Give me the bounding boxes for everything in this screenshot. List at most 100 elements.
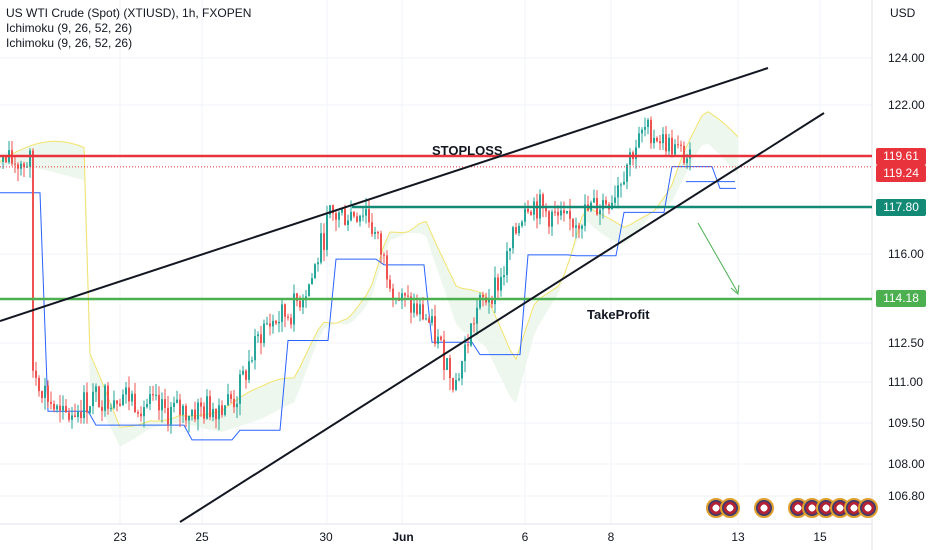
y-tick-label: 124.00 [888,51,925,65]
candle-body [449,358,451,379]
candle-body [83,392,85,419]
candle-body [488,299,490,303]
x-tick-label: 30 [319,530,333,544]
symbol-title[interactable]: US WTI Crude (Spot) (XTIUSD), 1h, FXOPEN [6,6,252,20]
candle-body [68,412,70,420]
candle-body [344,208,346,225]
candle-body [530,211,532,215]
candle-body [467,344,469,346]
candle-body [191,409,193,416]
candle-body [518,225,520,234]
candle-body [326,214,328,250]
x-tick-label: 8 [608,530,615,544]
candle-body [86,392,88,413]
candle-body [452,378,454,390]
candle-body [95,386,97,392]
candle-body [545,206,547,212]
trendline-lower [179,112,825,523]
us-flag-icon[interactable] [858,498,878,518]
us-flag-icon[interactable] [720,498,740,518]
candle-body [218,405,220,420]
candle-body [56,405,58,410]
candle-body [77,412,79,418]
candle-body [566,210,568,214]
candle-body [233,398,235,408]
candle-body [689,149,691,159]
candle-body [110,407,112,409]
candle-body [683,145,685,163]
candle-body [209,396,211,418]
candle-body [329,205,331,215]
candle-body [104,385,106,411]
candle-body [35,370,37,378]
candle-body [542,194,544,207]
candle-body [158,394,160,411]
indicator-ichimoku-2[interactable]: Ichimoku (9, 26, 52, 26) [6,36,133,50]
candle-body [128,387,130,402]
candle-body [14,163,16,165]
candle-body [227,394,229,406]
candle-body [254,336,256,361]
candle-body [242,370,244,375]
candle-body [200,402,202,407]
candle-body [431,316,433,323]
stoploss-price-label: 119.61 [876,148,926,165]
candle-body [389,279,391,289]
candle-body [386,255,388,280]
candle-body [641,129,643,134]
candle-body [638,133,640,148]
candle-body [686,158,688,163]
us-flag-icon[interactable] [754,498,774,518]
x-tick-label: 25 [195,530,209,544]
candle-body [257,334,259,337]
candle-body [422,304,424,320]
candle-body [509,248,511,252]
candle-body [125,387,127,395]
kijun-sen-line [0,166,736,441]
trend-lines [0,67,872,523]
candle-body [359,215,361,222]
candle-body [413,303,415,313]
indicator-ichimoku-1[interactable]: Ichimoku (9, 26, 52, 26) [6,21,133,35]
candle-body [239,374,241,404]
candle-body [668,137,670,152]
candle-body [635,147,637,160]
candle-body [428,318,430,323]
event-flags-group-4[interactable] [830,498,878,522]
candle-body [155,394,157,396]
candle-body [197,402,199,420]
event-flags-group-2[interactable] [754,498,774,522]
candle-body [560,210,562,216]
candle-body [278,321,280,324]
candle-body [290,317,292,325]
candle-body [557,211,559,216]
chart-legend: US WTI Crude (Spot) (XTIUSD), 1h, FXOPEN… [6,6,251,51]
projection-arrow [697,222,739,294]
candle-body [677,144,679,146]
candle-body [482,295,484,298]
projection-arrowhead [730,284,740,295]
candle-body [221,405,223,415]
candle-body [182,405,184,415]
candle-body [206,396,208,419]
candle-body [320,233,322,263]
candle-body [365,209,367,216]
candle-body [140,413,142,417]
candle-body [380,233,382,255]
candle-body [281,304,283,322]
candle-body [578,225,580,229]
candle-body [152,394,154,396]
candle-body [32,150,34,371]
event-flags-group-1[interactable] [706,498,740,522]
candle-body [167,407,169,425]
candle-body [494,277,496,305]
candle-body [71,415,73,420]
candle-body [626,164,628,182]
candle-body [392,288,394,299]
candle-body [122,394,124,406]
candle-body [656,137,658,142]
candle-body [146,403,148,408]
candle-body [455,380,457,390]
candle-body [440,336,442,340]
